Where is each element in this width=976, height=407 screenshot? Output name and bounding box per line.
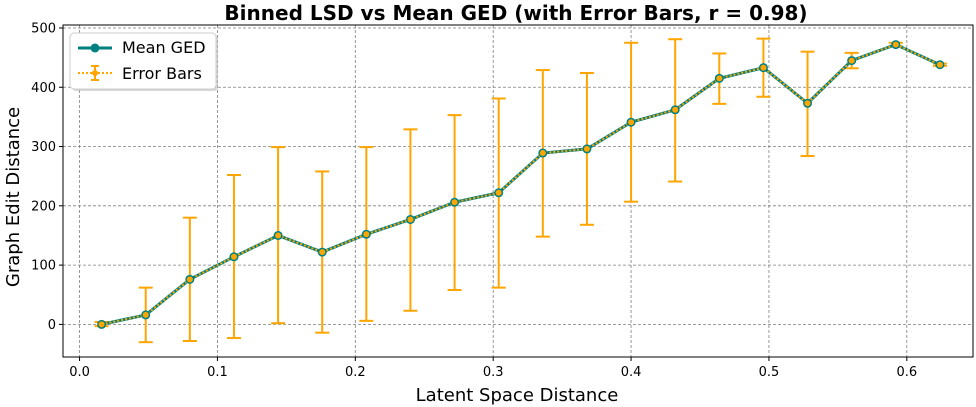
error-point [186, 276, 193, 283]
error-point [672, 106, 679, 113]
error-point [495, 189, 502, 196]
x-tick-label: 0.0 [69, 365, 90, 380]
y-tick-label: 100 [31, 259, 56, 274]
y-tick-label: 500 [31, 21, 56, 36]
error-point [716, 75, 723, 82]
y-axis-title: Graph Edit Distance [3, 107, 24, 287]
error-point [628, 119, 635, 126]
y-tick-label: 300 [31, 140, 56, 155]
x-axis-title: Latent Space Distance [416, 385, 619, 406]
legend-label-error-bars: Error Bars [122, 64, 202, 83]
series-line-mean-ged [101, 43, 941, 326]
x-tick-label: 0.3 [483, 365, 504, 380]
x-tick-label: 0.6 [896, 365, 917, 380]
series-line-error-bars [101, 43, 941, 326]
error-point [142, 311, 149, 318]
error-point [804, 100, 811, 107]
legend: Mean GED Error Bars [69, 32, 218, 91]
chart-title: Binned LSD vs Mean GED (with Error Bars,… [224, 1, 807, 25]
plot-frame [62, 24, 974, 358]
error-point [230, 253, 237, 260]
y-tick-label: 400 [31, 81, 56, 96]
plot-border [62, 24, 974, 358]
error-point [760, 64, 767, 71]
error-point [98, 321, 105, 328]
x-tick-label: 0.2 [345, 365, 366, 380]
x-tick-label: 0.1 [207, 365, 228, 380]
y-tick-label: 200 [31, 199, 56, 214]
error-point [892, 41, 899, 48]
x-axis: 0.0 0.1 0.2 0.3 0.4 0.5 0.6 [69, 357, 917, 380]
error-point [451, 199, 458, 206]
error-point [363, 231, 370, 238]
legend-marker-error-bars [92, 70, 98, 76]
x-tick-label: 0.4 [621, 365, 642, 380]
error-point [275, 232, 282, 239]
error-point [407, 216, 414, 223]
y-axis: 0 100 200 300 400 500 [31, 21, 63, 333]
error-bars [94, 37, 947, 344]
y-tick-label: 0 [48, 318, 56, 333]
markers [97, 40, 945, 329]
error-point [319, 249, 326, 256]
series-lines [101, 43, 941, 326]
error-point [936, 61, 943, 68]
error-point [539, 150, 546, 157]
legend-marker-mean-ged [90, 43, 100, 53]
x-tick-label: 0.5 [759, 365, 780, 380]
error-point [583, 145, 590, 152]
legend-label-mean-ged: Mean GED [122, 38, 206, 57]
error-point [848, 57, 855, 64]
